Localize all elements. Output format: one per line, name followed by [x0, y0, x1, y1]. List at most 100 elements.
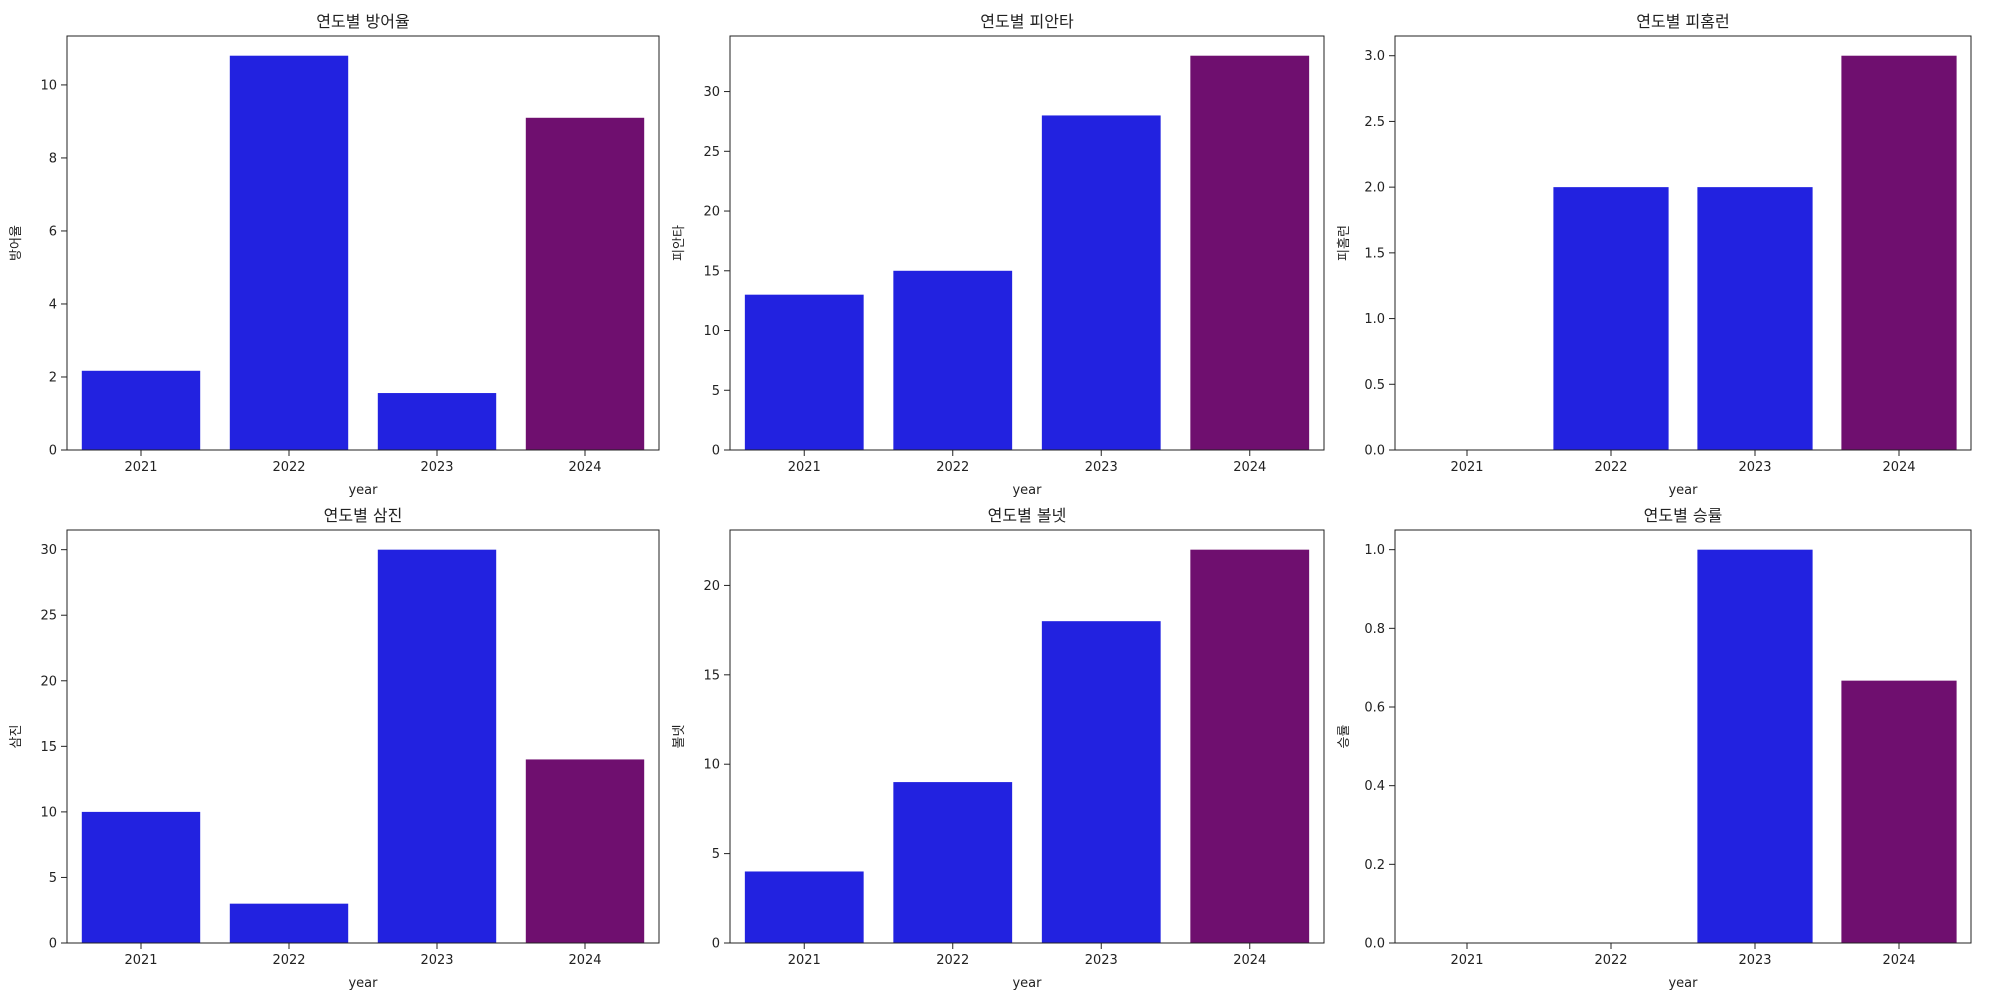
x-tick-label: 2023	[1738, 460, 1771, 475]
bar-2023	[377, 549, 497, 943]
bar-2023	[1697, 549, 1813, 943]
y-tick-label: 20	[703, 579, 720, 594]
axes-frame	[729, 529, 1325, 944]
x-tick-label: 2023	[1738, 953, 1771, 968]
bar-2024	[1190, 549, 1310, 943]
y-tick-label: 30	[40, 543, 57, 558]
chart-panel-0: 0 2 4 6 8 10 2021 2022 2023 2024 연도별 방어율 year 방어율	[9, 12, 660, 498]
x-tick-label: 2024	[568, 953, 601, 968]
x-tick-label: 2024	[1233, 953, 1266, 968]
bar-2021	[744, 294, 864, 450]
x-tick-label: 2024	[1233, 460, 1266, 475]
y-tick-label: 5	[49, 871, 57, 886]
y-tick-label: 1.5	[1364, 246, 1385, 261]
y-tick-label: 10	[703, 758, 720, 773]
x-tick-label: 2021	[1450, 953, 1483, 968]
y-tick-label: 25	[703, 145, 720, 160]
chart-title: 연도별 피안타	[980, 12, 1074, 31]
bar-2023	[1041, 115, 1161, 450]
bar-2022	[229, 903, 349, 943]
bar-2024	[1841, 680, 1957, 943]
bar-2021	[744, 871, 864, 943]
bar-2024	[525, 117, 645, 450]
axes-frame	[729, 35, 1325, 451]
y-tick-label: 1.0	[1364, 312, 1385, 327]
bar-2023	[377, 393, 497, 450]
x-tick-label: 2022	[272, 460, 305, 475]
x-axis-label: year	[348, 483, 378, 498]
y-axis-label: 삼진	[9, 725, 24, 749]
y-tick-label: 8	[49, 151, 57, 166]
y-tick-label: 0.0	[1364, 937, 1385, 952]
y-tick-label: 3.0	[1364, 49, 1385, 64]
x-axis-label: year	[1012, 976, 1042, 991]
axes-frame	[1394, 529, 1972, 944]
y-tick-label: 20	[703, 205, 720, 220]
y-tick-label: 15	[40, 740, 57, 755]
x-tick-label: 2023	[1085, 953, 1118, 968]
x-tick-label: 2022	[936, 953, 969, 968]
x-axis-label: year	[1668, 976, 1698, 991]
y-tick-label: 15	[703, 668, 720, 683]
y-tick-label: 25	[40, 609, 57, 624]
bar-2022	[893, 782, 1013, 943]
y-tick-label: 10	[40, 78, 57, 93]
y-tick-label: 10	[703, 324, 720, 339]
y-axis-label: 승률	[1337, 725, 1352, 749]
x-tick-label: 2024	[568, 460, 601, 475]
bar-2024	[1190, 55, 1310, 451]
x-axis-label: year	[348, 976, 378, 991]
x-tick-label: 2022	[936, 460, 969, 475]
bar-2022	[893, 270, 1013, 450]
y-tick-label: 5	[712, 847, 720, 862]
x-tick-label: 2021	[124, 953, 157, 968]
y-tick-label: 0.2	[1364, 858, 1385, 873]
x-tick-label: 2021	[788, 953, 821, 968]
x-tick-label: 2023	[420, 460, 453, 475]
chart-title: 연도별 승률	[1644, 506, 1723, 525]
y-axis-label: 피안타	[672, 225, 687, 261]
y-tick-label: 0.5	[1364, 378, 1385, 393]
x-tick-label: 2021	[124, 460, 157, 475]
bar-2021	[81, 370, 201, 450]
x-tick-label: 2021	[788, 460, 821, 475]
x-tick-label: 2021	[1450, 460, 1483, 475]
y-tick-label: 1.0	[1364, 543, 1385, 558]
y-tick-label: 0.0	[1364, 444, 1385, 459]
y-tick-label: 30	[703, 85, 720, 100]
y-tick-label: 2.5	[1364, 115, 1385, 130]
y-axis-label: 방어율	[9, 225, 24, 261]
x-tick-label: 2023	[1085, 460, 1118, 475]
y-tick-label: 2.0	[1364, 181, 1385, 196]
bar-2023	[1697, 187, 1813, 450]
x-tick-label: 2022	[1594, 953, 1627, 968]
y-axis-label: 볼넷	[672, 725, 687, 749]
y-tick-label: 6	[49, 224, 57, 239]
bar-2022	[1553, 187, 1669, 450]
x-tick-label: 2022	[272, 953, 305, 968]
y-tick-label: 0.4	[1364, 779, 1385, 794]
chart-panel-5: 0.0 0.2 0.4 0.6 0.8 1.0 2021 2022 2023 2024 연도별 승률…	[1337, 506, 1972, 991]
y-tick-label: 4	[49, 297, 57, 312]
bar-2022	[229, 55, 349, 451]
chart-title: 연도별 피홈런	[1636, 12, 1729, 31]
y-tick-label: 20	[40, 674, 57, 689]
y-tick-label: 0.8	[1364, 622, 1385, 637]
axes-frame	[66, 529, 660, 944]
bar-2024	[1841, 55, 1957, 451]
chart-title: 연도별 볼넷	[988, 506, 1067, 525]
y-tick-label: 15	[703, 264, 720, 279]
bar-2021	[81, 811, 201, 943]
chart-panel-1: 0 5 10 15 20 25 30 2021 2022 2023 2024 연도별 피안타 year 피…	[672, 12, 1325, 498]
y-tick-label: 0.6	[1364, 701, 1385, 716]
y-tick-label: 0	[712, 937, 720, 952]
y-tick-label: 2	[49, 370, 57, 385]
axes-frame	[66, 35, 660, 451]
y-axis-label: 피홈런	[1337, 225, 1352, 261]
axes-frame	[1394, 35, 1972, 451]
chart-panel-3: 0 5 10 15 20 25 30 2021 2022 2023 2024 연도별 삼진 year 삼진	[9, 506, 660, 991]
y-tick-label: 0	[49, 444, 57, 459]
bar-2024	[525, 759, 645, 943]
chart-title: 연도별 방어율	[316, 12, 409, 31]
